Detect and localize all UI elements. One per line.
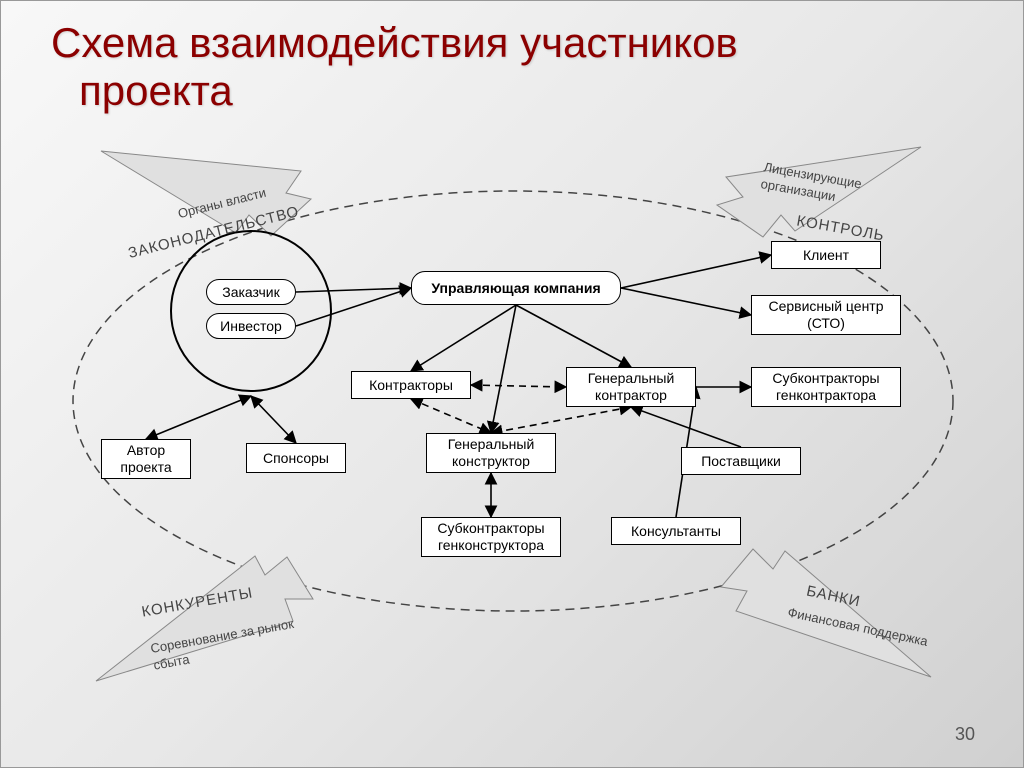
node-investor: Инвестор <box>206 313 296 339</box>
node-mgmt: Управляющая компания <box>411 271 621 305</box>
slide: Схема взаимодействия участников проекта … <box>0 0 1024 768</box>
node-consultants: Консультанты <box>611 517 741 545</box>
node-customer: Заказчик <box>206 279 296 305</box>
node-sponsors: Спонсоры <box>246 443 346 473</box>
page-number: 30 <box>955 724 975 745</box>
node-client: Клиент <box>771 241 881 269</box>
node-gendesigner: Генеральный конструктор <box>426 433 556 473</box>
title-line1: Схема взаимодействия участников <box>51 19 738 66</box>
node-contractors: Контракторы <box>351 371 471 399</box>
node-gencontractor: Генеральный контрактор <box>566 367 696 407</box>
node-service: Сервисный центр (СТО) <box>751 295 901 335</box>
node-suppliers: Поставщики <box>681 447 801 475</box>
title-line2: проекта <box>51 67 233 114</box>
diagram-canvas: ЗАКОНОДАТЕЛЬСТВООрганы властиКОНТРОЛЬЛиц… <box>41 141 985 721</box>
node-subgc: Субконтракторы генконтрактора <box>751 367 901 407</box>
node-author: Автор проекта <box>101 439 191 479</box>
node-subgd: Субконтракторы генконструктора <box>421 517 561 557</box>
slide-title: Схема взаимодействия участников проекта <box>51 19 973 115</box>
